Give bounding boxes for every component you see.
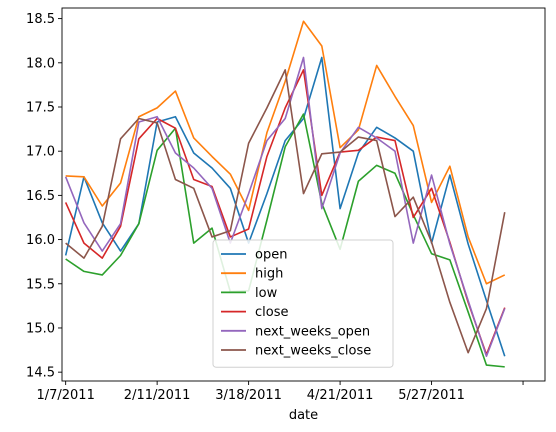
y-tick-label: 17.5 [26, 100, 55, 115]
plot-frame [61, 7, 546, 382]
y-tick-label: 16.5 [26, 189, 55, 204]
y-tick-label: 14.5 [26, 366, 55, 381]
y-tick-label: 18.0 [26, 56, 55, 71]
legend-box [212, 239, 394, 368]
x-tick-label: 2/11/2011 [124, 388, 191, 403]
legend-label-open: open [255, 248, 287, 263]
series-line-close [64, 69, 506, 356]
series-line-next-weeks-open [64, 56, 506, 358]
series-line-high [65, 20, 506, 285]
legend-label-close: close [255, 305, 288, 320]
legend-label-high: high [255, 267, 283, 282]
y-tick-label: 15.0 [26, 321, 55, 336]
y-tick-label: 16.0 [26, 233, 55, 248]
legend-label-low: low [255, 286, 278, 301]
x-tick-label: 4/21/2011 [307, 388, 374, 403]
x-tick-label: 5/27/2011 [398, 388, 465, 403]
x-axis-title: date [289, 408, 318, 423]
y-tick-label: 15.5 [26, 277, 55, 292]
legend-label-next-weeks-close: next_weeks_close [255, 344, 371, 359]
series-layer [64, 20, 506, 368]
x-tick-label: 1/7/2011 [36, 388, 94, 403]
legend: open high low close next_weeks_open next_week… [212, 239, 394, 368]
axes-layer: 14.5 15.0 15.5 16.0 16.5 17.0 17.5 18.0 18.5 1/7/… [26, 7, 546, 403]
x-tick-label: 3/18/2011 [215, 388, 282, 403]
y-tick-label: 17.0 [26, 145, 55, 160]
series-line-next-weeks-close [65, 69, 506, 354]
series-line-low [65, 113, 505, 368]
legend-label-next-weeks-open: next_weeks_open [255, 324, 370, 339]
y-tick-label: 18.5 [26, 12, 55, 27]
